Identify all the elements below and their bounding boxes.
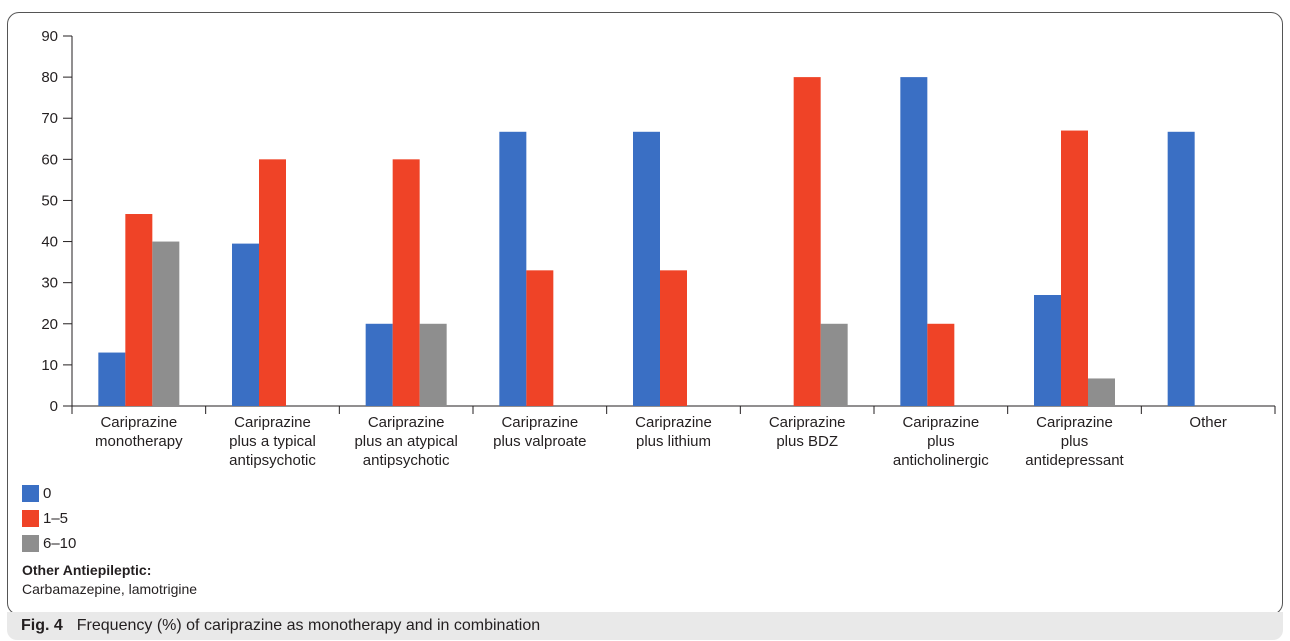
bar-6–10: [1088, 378, 1115, 406]
legend-item-6-10: 6–10: [22, 531, 76, 556]
bar-chart: 0 10 20 30 40 50 60 70 80 90 Cariprazine monotherap…: [41, 28, 1276, 469]
bar-0: [98, 352, 126, 406]
bar-1–5: [1061, 130, 1088, 407]
y-tick-label: 10: [41, 357, 58, 374]
x-tick-label: Cariprazine plus anticholinergic: [893, 414, 989, 469]
y-tick-label: 40: [41, 234, 58, 251]
bar-0: [232, 243, 259, 406]
legend-swatch: [22, 535, 39, 552]
bar-0: [499, 131, 527, 407]
y-tick-label: 80: [41, 69, 58, 86]
y-tick-label: 0: [50, 398, 58, 415]
bar-1–5: [259, 159, 286, 406]
bar-6–10: [152, 241, 180, 406]
bar-1–5: [660, 270, 687, 406]
y-tick-label: 90: [41, 28, 58, 45]
note-title: Other Antiepileptic:: [22, 562, 152, 578]
y-tick-label: 20: [41, 316, 58, 333]
x-tick-label: Cariprazine monotherapy: [95, 414, 183, 450]
y-tick-label: 30: [41, 275, 58, 292]
legend-label: 1–5: [43, 510, 69, 527]
legend-label: 0: [43, 485, 52, 502]
legend: 0 1–5 6–10: [22, 481, 76, 556]
y-tick-label: 60: [41, 151, 58, 168]
legend-swatch: [22, 485, 39, 502]
bar-1–5: [793, 77, 821, 406]
x-tick-label: Cariprazine plus lithium: [635, 414, 712, 450]
y-tick-label: 50: [41, 192, 58, 209]
x-tick-label: Cariprazine plus antidepressant: [1025, 414, 1124, 469]
bar-0: [1167, 131, 1195, 407]
x-tick-label: Cariprazine plus an atypical antipsychotic: [354, 414, 457, 469]
legend-swatch: [22, 510, 39, 527]
legend-item-0: 0: [22, 481, 76, 506]
bar-6–10: [820, 323, 848, 406]
note-text: Carbamazepine, lamotrigine: [22, 581, 198, 597]
bar-1–5: [927, 323, 955, 406]
y-tick-label: 70: [41, 110, 58, 127]
bar-1–5: [392, 159, 420, 406]
x-tick-label: Other: [1189, 414, 1227, 431]
legend-label: 6–10: [43, 535, 77, 552]
bar-6–10: [419, 323, 447, 406]
legend-item-1-5: 1–5: [22, 506, 76, 531]
bar-1–5: [526, 270, 554, 406]
bar-0: [633, 131, 660, 407]
x-tick-label: Cariprazine plus valproate: [493, 414, 586, 450]
bar-0: [1034, 295, 1061, 406]
x-tick-label: Cariprazine plus a typical antipsychotic: [229, 414, 316, 469]
figure-number: Fig. 4: [21, 617, 63, 634]
bar-0: [365, 323, 393, 406]
caption-text: Frequency (%) of cariprazine as monother…: [76, 617, 541, 634]
bar-1–5: [125, 214, 153, 406]
figure-caption: Fig. 4 Frequency (%) of cariprazine as m…: [7, 612, 1283, 640]
x-tick-label: Cariprazine plus BDZ: [769, 414, 846, 450]
bar-0: [900, 77, 928, 406]
